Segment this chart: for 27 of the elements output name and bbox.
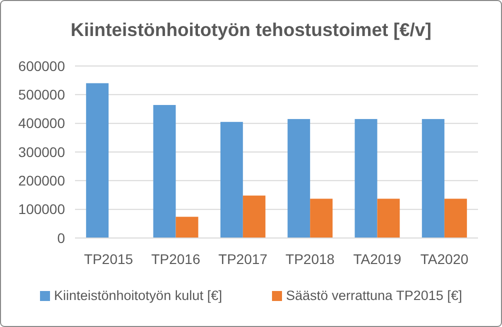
legend-label: Säästö verrattuna TP2015 [€] [286, 288, 462, 303]
bar [242, 196, 266, 238]
y-tick-label: 300000 [18, 144, 66, 160]
y-tick-label: 200000 [18, 172, 66, 189]
bar [422, 119, 444, 238]
chart-title: Kiinteistönhoitotyön tehostustoimet [€/v] [70, 19, 432, 40]
x-tick-label: TP2016 [151, 251, 200, 267]
bar [220, 122, 243, 238]
bar [86, 83, 109, 238]
y-tick-label: 400000 [18, 115, 66, 132]
bar [288, 119, 310, 238]
bar [310, 198, 333, 238]
y-tick-label: 500000 [18, 86, 66, 103]
y-tick-label: 600000 [18, 58, 66, 74]
bar [176, 216, 198, 238]
bar [153, 104, 176, 238]
x-tick-label: TA2019 [353, 251, 402, 267]
y-tick-label: 0 [57, 230, 66, 246]
y-tick-label: 100000 [18, 201, 66, 218]
x-tick-label: TA2020 [420, 251, 469, 267]
bar [354, 119, 378, 238]
x-tick-label: TP2017 [218, 251, 268, 267]
bar [377, 198, 400, 238]
x-tick-label: TP2015 [84, 251, 134, 267]
bar [444, 198, 467, 238]
x-tick-label: TP2018 [286, 251, 335, 267]
legend-label: Kiinteistönhoitotyön kulut [€] [54, 288, 222, 303]
